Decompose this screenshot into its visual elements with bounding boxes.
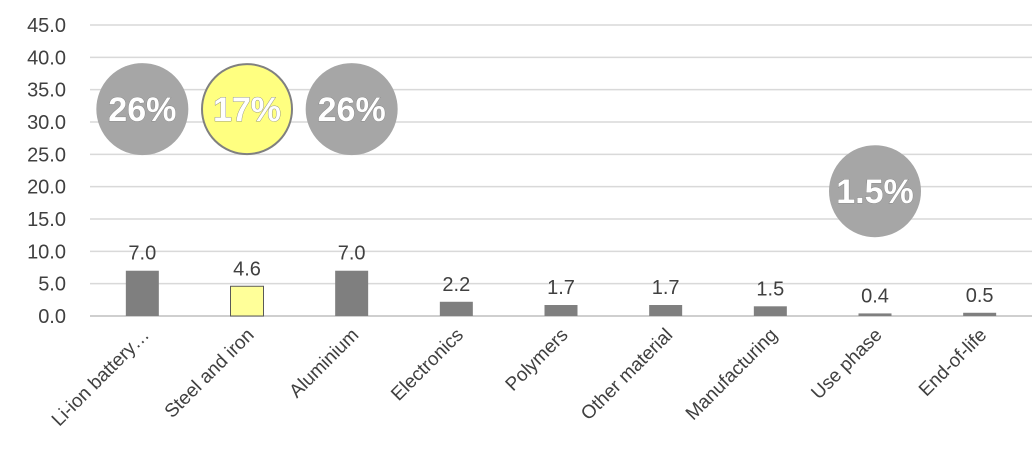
y-tick-label: 40.0	[27, 47, 66, 69]
data-label: 4.6	[233, 258, 261, 280]
y-tick-label: 25.0	[27, 144, 66, 166]
percentage-bubble	[96, 63, 189, 156]
y-tick-label: 5.0	[38, 274, 66, 296]
bar	[439, 301, 473, 316]
bar	[858, 313, 892, 316]
category-label: Use phase	[807, 325, 886, 404]
percentage-bubble-label: 17%	[213, 91, 281, 129]
percentage-bubble-label: 1.5%	[836, 173, 914, 211]
category-label: Aluminium	[286, 325, 364, 403]
bars	[125, 270, 997, 317]
x-axis-categories: Li-ion battery… Steel and iron Aluminium El…	[48, 325, 991, 431]
category-label: Steel and iron	[161, 325, 259, 423]
y-tick-label: 45.0	[27, 15, 66, 37]
bar	[125, 270, 159, 316]
data-label: 1.7	[652, 277, 680, 299]
bar	[230, 285, 264, 317]
data-labels: 7.0 4.6 7.0 2.2 1.7 1.7 1.5 0.4 0.5	[128, 243, 993, 308]
data-label: 2.2	[442, 274, 470, 296]
percentage-bubbles: 26% 17% 26% 1.5%	[96, 63, 921, 238]
y-axis-ticks: 0.0 5.0 10.0 15.0 20.0 25.0 30.0 35.0 40.0 45.0	[27, 15, 66, 328]
bar	[963, 312, 997, 316]
category-label: Electronics	[387, 325, 468, 406]
category-label: Other material	[577, 325, 677, 425]
category-label: End-of-life	[915, 325, 991, 401]
y-tick-label: 20.0	[27, 177, 66, 199]
bar	[335, 270, 369, 316]
data-label: 0.4	[861, 285, 889, 307]
data-label: 1.7	[547, 277, 575, 299]
data-label: 7.0	[128, 243, 156, 265]
percentage-bubble-label: 26%	[318, 91, 386, 129]
y-tick-label: 0.0	[38, 306, 66, 328]
data-label: 7.0	[338, 243, 366, 265]
y-tick-label: 15.0	[27, 209, 66, 231]
y-tick-label: 10.0	[27, 241, 66, 263]
percentage-bubble-label: 26%	[108, 91, 176, 129]
data-label: 1.5	[756, 278, 784, 300]
category-label: Manufacturing	[682, 325, 782, 425]
y-tick-label: 30.0	[27, 112, 66, 134]
percentage-bubble	[201, 63, 293, 156]
bar	[753, 306, 787, 316]
data-label: 0.5	[966, 285, 994, 307]
percentage-bubble	[829, 145, 921, 238]
y-tick-label: 35.0	[27, 80, 66, 102]
percentage-bubble	[305, 63, 398, 156]
category-label: Polymers	[502, 325, 573, 396]
category-label: Li-ion battery…	[48, 325, 154, 431]
bar	[649, 305, 683, 316]
bar	[544, 305, 578, 316]
